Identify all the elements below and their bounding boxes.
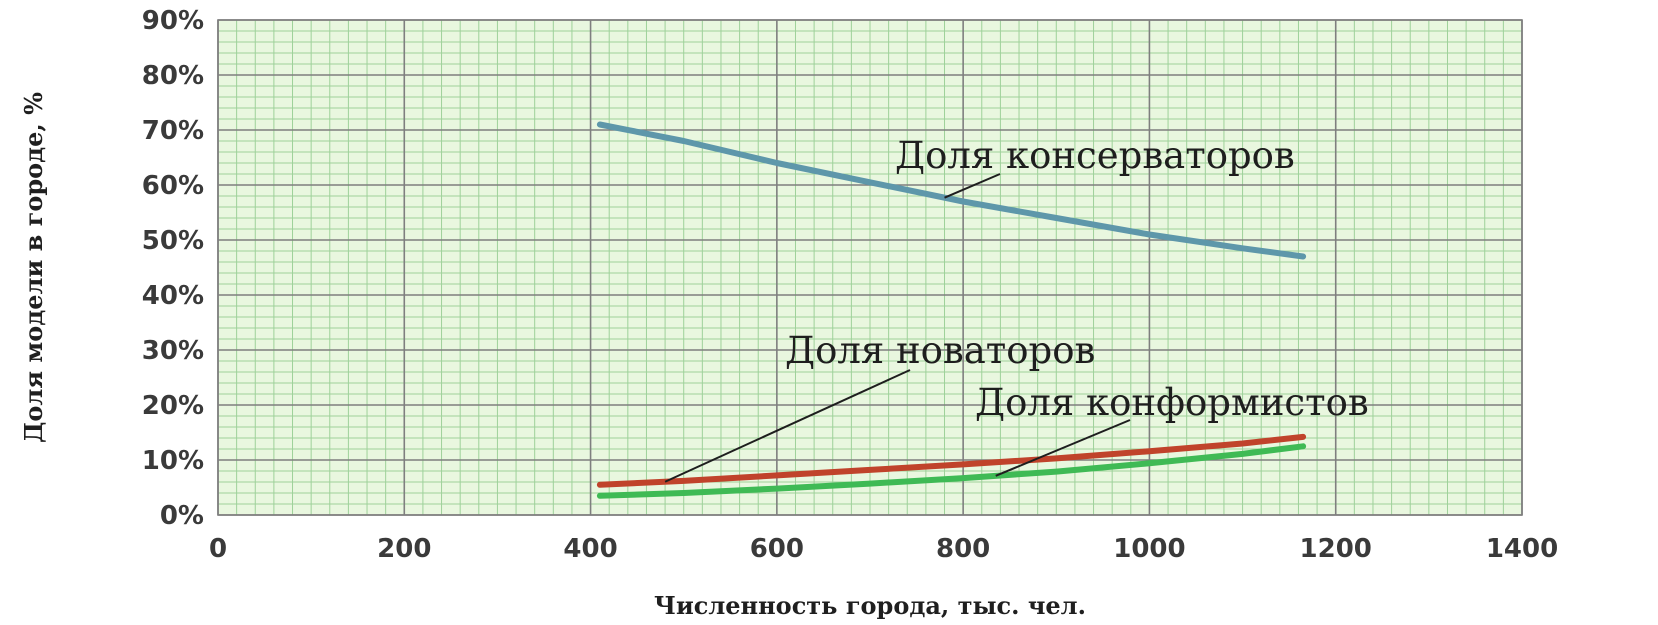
annotation-conservators: Доля консерваторов: [895, 134, 1295, 177]
minor-grid: [218, 20, 1522, 515]
y-axis-title: Доля модели в городе, %: [19, 92, 48, 443]
annotation-innovators: Доля новаторов: [785, 329, 1095, 372]
series-line-1: [596, 433, 1307, 488]
y-tick-label: 0%: [160, 501, 204, 531]
x-tick-label: 1200: [1300, 534, 1372, 564]
y-tick-label: 90%: [142, 6, 204, 36]
y-tick-label: 20%: [142, 391, 204, 421]
plot-border: [217, 19, 1523, 516]
series-lines: [596, 121, 1307, 499]
y-tick-label: 30%: [142, 336, 204, 366]
annotation-leaders: [664, 173, 1131, 483]
series-line-0: [596, 121, 1307, 260]
x-tick-label: 800: [936, 534, 990, 564]
y-tick-label: 60%: [142, 171, 204, 201]
y-tick-label: 10%: [142, 446, 204, 476]
x-tick-label: 1400: [1486, 534, 1558, 564]
series-line-2: [596, 443, 1307, 499]
x-tick-label: 1000: [1113, 534, 1185, 564]
y-axis-ticks: 0% 10% 20% 30% 40% 50% 60% 70% 80% 90%: [142, 6, 204, 531]
leader-line-0: [944, 173, 1001, 199]
x-tick-label: 400: [563, 534, 617, 564]
y-tick-label: 40%: [142, 281, 204, 311]
y-tick-label: 80%: [142, 61, 204, 91]
major-grid: [217, 19, 1523, 516]
leader-line-1: [664, 369, 911, 483]
x-tick-label: 0: [209, 534, 227, 564]
x-tick-label: 600: [750, 534, 804, 564]
annotation-conformists: Доля конформистов: [975, 381, 1369, 424]
x-axis-title: Численность города, тыс. чел.: [654, 591, 1086, 620]
x-axis-ticks: 0 200 400 600 800 1000 1200 1400: [209, 534, 1558, 564]
y-tick-label: 50%: [142, 226, 204, 256]
leader-line-2: [995, 419, 1131, 477]
y-tick-label: 70%: [142, 116, 204, 146]
x-tick-label: 200: [377, 534, 431, 564]
